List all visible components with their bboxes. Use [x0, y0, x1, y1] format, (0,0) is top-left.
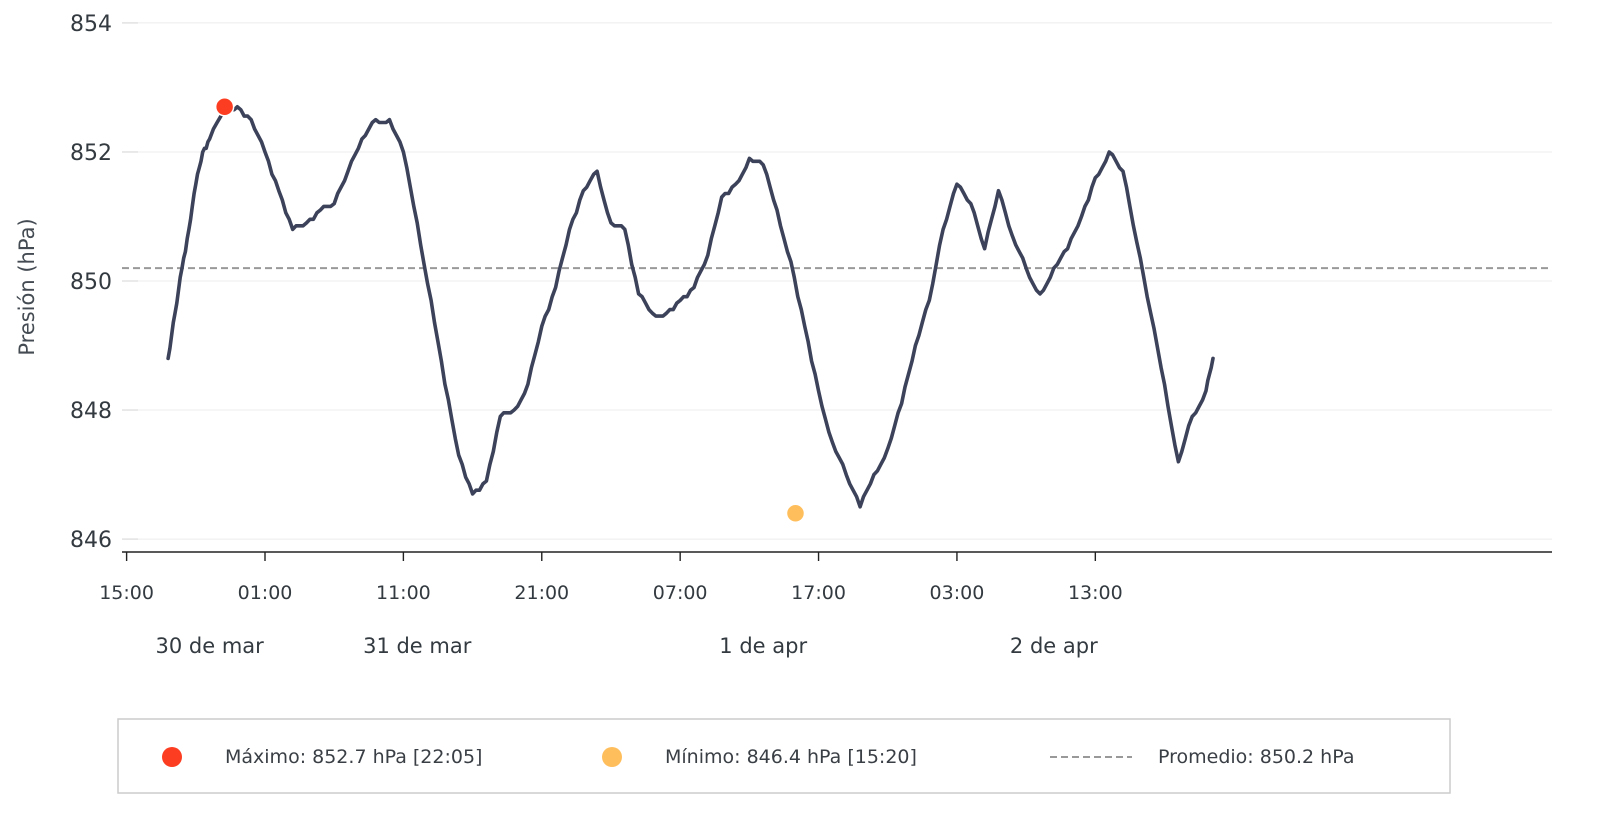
legend-box: [117, 718, 1451, 794]
x-tick-label: 15:00: [99, 582, 154, 604]
x-tick-labels: 15:00 01:00 11:00 21:00 07:00 17:00 03:00 13:00: [99, 582, 1122, 604]
max-marker: [214, 97, 235, 117]
pressure-series-line: [166, 105, 1215, 509]
date-label: 1 de apr: [719, 634, 807, 658]
x-tick-label: 07:00: [653, 582, 708, 604]
x-tick-label: 13:00: [1068, 582, 1123, 604]
y-tick-label: 852: [70, 141, 112, 166]
date-label: 2 de apr: [1010, 634, 1098, 658]
y-tick-labels: 846 848 850 852 854: [70, 12, 112, 553]
date-labels: 30 de mar 31 de mar 1 de apr 2 de apr: [156, 634, 1099, 658]
legend-max-swatch: [162, 747, 182, 767]
x-tick-label: 17:00: [791, 582, 846, 604]
grid-lines: [122, 22, 1552, 540]
min-marker: [785, 503, 806, 524]
legend-avg-label: Promedio: 850.2 hPa: [1158, 746, 1354, 768]
y-axis-label: Presión (hPa): [15, 218, 39, 355]
y-tick-label: 846: [70, 528, 112, 553]
legend-max-label: Máximo: 852.7 hPa [22:05]: [225, 746, 482, 768]
legend-min-label: Mínimo: 846.4 hPa [15:20]: [665, 746, 917, 768]
legend: Máximo: 852.7 hPa [22:05] Mínimo: 846.4 h…: [117, 718, 1451, 794]
x-tick-label: 11:00: [376, 582, 431, 604]
x-tick-label: 03:00: [930, 582, 985, 604]
x-tick-label: 01:00: [238, 582, 293, 604]
y-tick-label: 848: [70, 399, 112, 424]
y-tick-label: 854: [70, 12, 112, 37]
axes: [122, 551, 1552, 561]
x-tick-label: 21:00: [514, 582, 569, 604]
y-tick-label: 850: [70, 270, 112, 295]
date-label: 30 de mar: [156, 634, 265, 658]
legend-min-swatch: [602, 747, 622, 767]
extreme-markers: [214, 97, 806, 524]
date-label: 31 de mar: [363, 634, 472, 658]
